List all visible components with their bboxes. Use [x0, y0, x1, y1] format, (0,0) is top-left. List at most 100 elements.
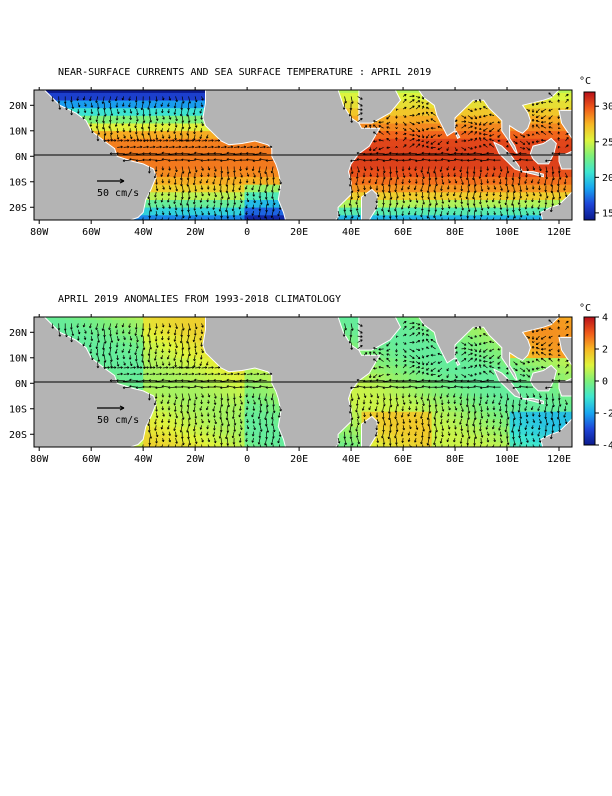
current-vector-head: [148, 449, 150, 451]
lon-tick-label: 60W: [82, 227, 101, 238]
field-cell: [556, 365, 564, 373]
field-cell: [502, 192, 510, 200]
field-cell: [206, 215, 214, 223]
field-cell: [455, 396, 463, 404]
field-cell: [362, 388, 370, 396]
field-cell: [213, 388, 221, 396]
field-cell: [447, 404, 455, 412]
current-vector-head: [228, 223, 230, 225]
current-vector: [429, 218, 430, 225]
field-cell: [206, 169, 214, 177]
field-cell: [385, 388, 393, 396]
field-cell: [533, 200, 541, 208]
field-cell: [143, 85, 151, 93]
current-vector-head: [519, 222, 521, 224]
field-cell: [221, 177, 229, 185]
field-cell: [463, 442, 471, 450]
field-cell: [104, 343, 112, 351]
field-cell: [237, 427, 245, 435]
field-cell: [432, 138, 440, 146]
field-cell: [478, 207, 486, 215]
field-cell: [237, 184, 245, 192]
field-cell: [401, 108, 409, 116]
field-cell: [198, 388, 206, 396]
field-cell: [401, 192, 409, 200]
field-cell: [432, 388, 440, 396]
field-cell: [401, 146, 409, 154]
field-cell: [455, 169, 463, 177]
field-cell: [245, 161, 253, 169]
field-cell: [167, 192, 175, 200]
lon-tick-label: 40W: [134, 227, 153, 238]
field-cell: [401, 131, 409, 139]
sst-panel-title: NEAR-SURFACE CURRENTS AND SEA SURFACE TE…: [58, 67, 431, 78]
current-vector-head: [336, 221, 338, 223]
field-cell: [494, 215, 502, 223]
sst-panel: NEAR-SURFACE CURRENTS AND SEA SURFACE TE…: [9, 67, 612, 238]
field-cell: [167, 161, 175, 169]
lon-tick-label: 60E: [394, 227, 412, 238]
field-cell: [424, 419, 432, 427]
field-cell: [432, 373, 440, 381]
field-cell: [221, 184, 229, 192]
field-cell: [401, 358, 409, 366]
field-cell: [401, 215, 409, 223]
field-cell: [151, 365, 159, 373]
field-cell: [174, 350, 182, 358]
colorbar-tick-label: 30: [602, 102, 612, 113]
lat-tick-label: 20S: [9, 203, 27, 214]
field-cell: [416, 434, 424, 442]
field-cell: [556, 320, 564, 328]
field-cell: [221, 434, 229, 442]
field-cell: [206, 419, 214, 427]
field-cell: [549, 108, 557, 116]
field-cell: [237, 411, 245, 419]
field-cell: [533, 123, 541, 131]
field-cell: [167, 138, 175, 146]
field-cell: [541, 427, 549, 435]
field-cell: [104, 85, 112, 93]
field-cell: [439, 161, 447, 169]
field-cell: [260, 442, 268, 450]
field-cell: [221, 411, 229, 419]
field-cell: [502, 434, 510, 442]
field-cell: [385, 138, 393, 146]
field-cell: [198, 404, 206, 412]
field-cell: [401, 343, 409, 351]
field-cell: [167, 123, 175, 131]
field-cell: [128, 116, 136, 124]
field-cell: [556, 404, 564, 412]
lon-tick-label: 20W: [186, 227, 205, 238]
lon-tick-label: 0: [244, 227, 250, 238]
field-cell: [424, 388, 432, 396]
field-cell: [517, 207, 525, 215]
field-cell: [455, 442, 463, 450]
field-cell: [151, 138, 159, 146]
field-cell: [478, 215, 486, 223]
field-cell: [190, 116, 198, 124]
current-vector-head: [397, 222, 399, 224]
field-cell: [198, 177, 206, 185]
field-cell: [525, 411, 533, 419]
field-cell: [455, 123, 463, 131]
field-cell: [159, 442, 167, 450]
field-cell: [424, 434, 432, 442]
field-cell: [268, 177, 276, 185]
field-cell: [556, 138, 564, 146]
field-cell: [112, 138, 120, 146]
field-cell: [401, 161, 409, 169]
field-cell: [401, 373, 409, 381]
field-cell: [159, 215, 167, 223]
field-cell: [432, 365, 440, 373]
field-cell: [564, 100, 572, 108]
current-vector-head: [499, 221, 501, 223]
field-cell: [221, 404, 229, 412]
field-cell: [167, 177, 175, 185]
field-cell: [517, 146, 525, 154]
field-cell: [556, 396, 564, 404]
field-cell: [385, 161, 393, 169]
field-cell: [385, 131, 393, 139]
field-cell: [182, 177, 190, 185]
current-vector-head: [390, 223, 392, 225]
field-cell: [556, 192, 564, 200]
